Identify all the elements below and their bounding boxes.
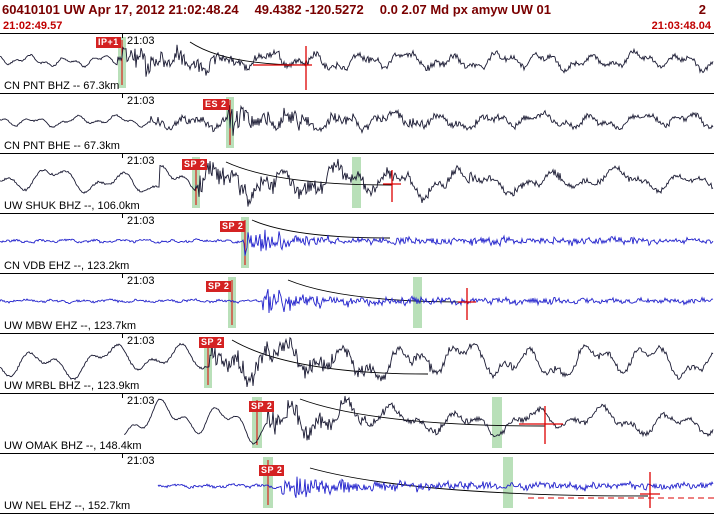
- time-axis-tick: [122, 454, 123, 458]
- trace-row-5[interactable]: 21:03 SP 2 UW MBW EHZ --, 123.7km: [0, 274, 714, 334]
- waveform-canvas[interactable]: [0, 454, 714, 514]
- coda-decay-curve: [299, 398, 546, 427]
- trace-row-3[interactable]: 21:03 SP 2 UW SHUK BHZ --, 106.0km: [0, 154, 714, 214]
- pick-uncertainty-band: [492, 397, 502, 448]
- time-axis-tick: [122, 154, 123, 158]
- time-axis-tick: [122, 334, 123, 338]
- station-label: CN PNT BHZ -- 67.3km: [4, 80, 120, 92]
- coda-decay-curve: [251, 219, 391, 239]
- time-axis-tick: [122, 34, 123, 38]
- time-axis-tick: [122, 274, 123, 278]
- seismogram-trace: [0, 229, 714, 256]
- event-header: 60410101 UW Apr 17, 2012 21:02:48.24 49.…: [0, 0, 714, 18]
- phase-pick-label[interactable]: SP 2: [220, 221, 246, 232]
- seismogram-trace: [0, 44, 714, 77]
- event-id-datetime: 60410101 UW Apr 17, 2012 21:02:48.24: [2, 2, 239, 17]
- trace-time-label: 21:03: [127, 395, 155, 407]
- time-axis-tick: [122, 94, 123, 98]
- waveform-canvas[interactable]: [0, 394, 714, 454]
- trace-time-label: 21:03: [127, 35, 155, 47]
- window-end-time: 21:03:48.04: [651, 19, 711, 32]
- phase-pick-label[interactable]: SP 2: [199, 337, 225, 348]
- waveform-canvas[interactable]: [0, 274, 714, 334]
- trace-row-4[interactable]: 21:03 SP 2 CN VDB EHZ --, 123.2km: [0, 214, 714, 274]
- pick-uncertainty-band: [352, 157, 361, 208]
- trace-list: 21:03 IP+1 CN PNT BHZ -- 67.3km 21:03 ES 2 CN…: [0, 33, 714, 514]
- coda-decay-curve: [189, 41, 307, 66]
- event-magnitude-info: 0.0 2.07 Md px amyw UW 01: [379, 2, 551, 17]
- phase-pick-label[interactable]: ES 2: [203, 99, 229, 110]
- time-axis-tick: [122, 214, 123, 218]
- trace-time-label: 21:03: [127, 155, 155, 167]
- trace-row-6[interactable]: 21:03 SP 2 UW MRBL BHZ --, 123.9km: [0, 334, 714, 394]
- station-label: UW NEL EHZ --, 152.7km: [4, 500, 131, 512]
- phase-pick-label[interactable]: SP 2: [249, 401, 275, 412]
- phase-pick-label[interactable]: SP 2: [259, 465, 285, 476]
- station-label: UW OMAK BHZ --, 148.4km: [4, 440, 142, 452]
- pick-uncertainty-band: [503, 457, 513, 508]
- trace-time-label: 21:03: [127, 95, 155, 107]
- waveform-canvas[interactable]: [0, 154, 714, 214]
- trace-time-label: 21:03: [127, 455, 155, 467]
- coda-decay-curve: [225, 161, 393, 186]
- waveform-canvas[interactable]: [0, 34, 714, 94]
- event-trailing-count: 2: [698, 2, 706, 17]
- station-label: CN VDB EHZ --, 123.2km: [4, 260, 130, 272]
- trace-time-label: 21:03: [127, 335, 155, 347]
- station-label: UW MBW EHZ --, 123.7km: [4, 320, 137, 332]
- phase-pick-label[interactable]: SP 2: [206, 281, 232, 292]
- seismogram-trace: [123, 395, 714, 445]
- trace-time-label: 21:03: [127, 275, 155, 287]
- trace-row-2[interactable]: 21:03 ES 2 CN PNT BHE -- 67.3km: [0, 94, 714, 154]
- time-window-bar: 21:02:49.57 21:03:48.04: [0, 18, 714, 33]
- phase-pick-label[interactable]: IP+1: [96, 37, 121, 48]
- waveform-canvas[interactable]: [0, 94, 714, 154]
- seismogram-trace: [0, 288, 714, 314]
- station-label: CN PNT BHE -- 67.3km: [4, 140, 120, 152]
- seismogram-trace: [0, 104, 714, 136]
- station-label: UW SHUK BHZ --, 106.0km: [4, 200, 140, 212]
- trace-row-8[interactable]: 21:03 SP 2 UW NEL EHZ --, 152.7km: [0, 454, 714, 514]
- trace-row-7[interactable]: 21:03 SP 2 UW OMAK BHZ --, 148.4km: [0, 394, 714, 454]
- phase-pick-label[interactable]: SP 2: [182, 159, 208, 170]
- seismogram-trace: [0, 158, 714, 207]
- trace-time-label: 21:03: [127, 215, 155, 227]
- coda-decay-curve: [309, 467, 649, 497]
- event-location: 49.4382 -120.5272: [254, 2, 364, 17]
- seismogram-trace: [0, 336, 714, 387]
- trace-row-1[interactable]: 21:03 IP+1 CN PNT BHZ -- 67.3km: [0, 34, 714, 94]
- coda-decay-curve: [287, 279, 467, 303]
- station-label: UW MRBL BHZ --, 123.9km: [4, 380, 140, 392]
- time-axis-tick: [122, 394, 123, 398]
- window-start-time: 21:02:49.57: [3, 19, 63, 32]
- seismogram-trace: [157, 476, 714, 498]
